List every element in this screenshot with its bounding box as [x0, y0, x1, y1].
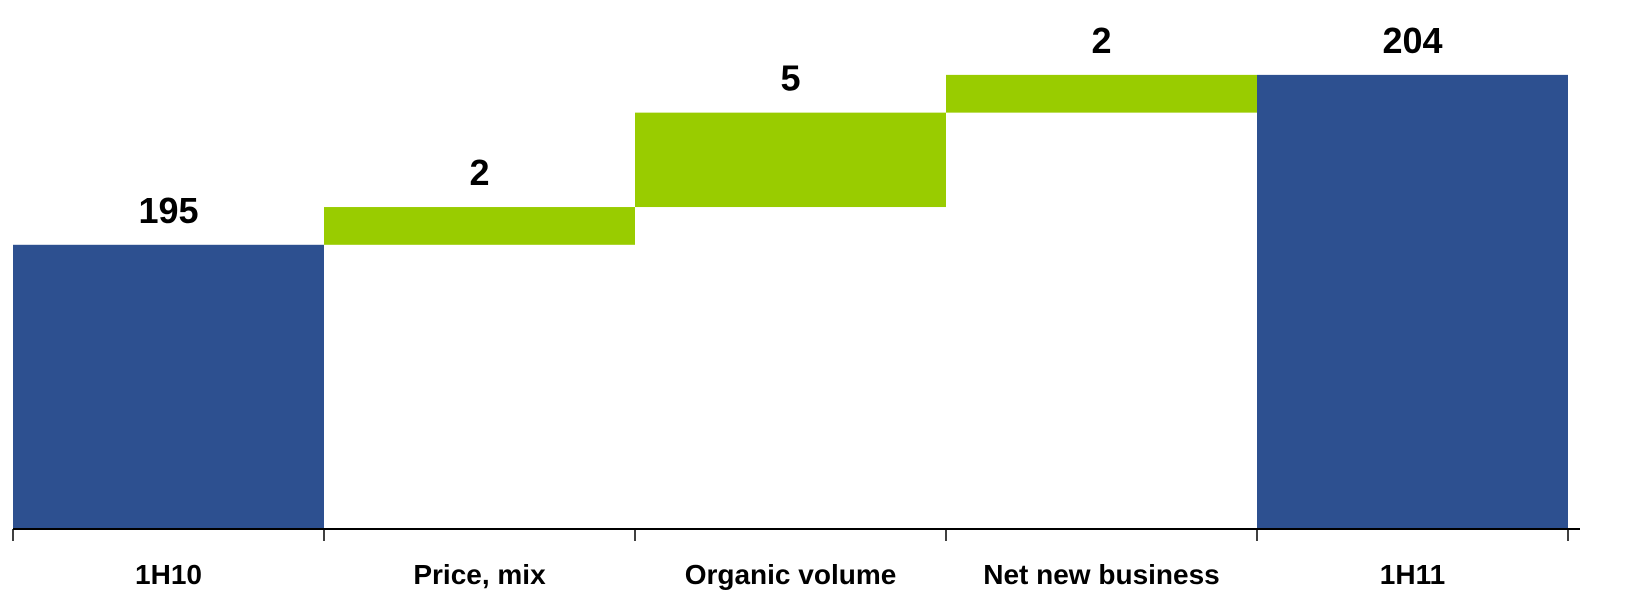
bar-1h11: [1257, 74, 1568, 528]
category-label-1h10: 1H10: [135, 559, 202, 590]
bar-organic-volume: [635, 112, 946, 208]
bar-price-mix: [324, 207, 635, 245]
category-label-price-mix: Price, mix: [413, 559, 546, 590]
value-label-1h10: 195: [138, 190, 198, 231]
value-label-1h11: 204: [1382, 20, 1442, 61]
bar-1h10: [13, 244, 324, 529]
value-label-organic-volume: 5: [780, 58, 800, 99]
category-label-organic-volume: Organic volume: [685, 559, 897, 590]
bar-net-new-business: [946, 74, 1257, 113]
category-label-net-new-business: Net new business: [983, 559, 1220, 590]
x-axis: [12, 528, 1580, 541]
labels-group: 195 1H10 2 Price, mix 5 Organic volume 2 Net ne…: [135, 20, 1445, 590]
bars-group: [13, 74, 1568, 529]
value-label-price-mix: 2: [469, 152, 489, 193]
value-label-net-new-business: 2: [1091, 20, 1111, 61]
category-label-1h11: 1H11: [1380, 559, 1445, 590]
